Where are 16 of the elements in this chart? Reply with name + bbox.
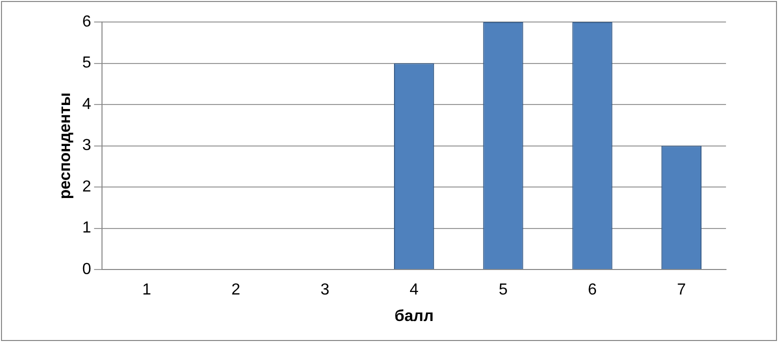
y-axis-title: респонденты xyxy=(57,92,74,200)
x-tick-label: 2 xyxy=(231,282,240,299)
x-tick-label: 1 xyxy=(142,282,152,299)
x-tick-label: 4 xyxy=(410,282,419,299)
y-tick-label: 5 xyxy=(82,54,92,72)
x-tick-label: 6 xyxy=(588,282,597,299)
x-tick-label: 3 xyxy=(320,282,330,299)
x-axis-title: балл xyxy=(394,308,434,325)
x-tick-label: 5 xyxy=(498,282,508,299)
y-tick-label: 3 xyxy=(82,137,92,154)
x-tick-label: 7 xyxy=(676,282,686,299)
y-tick-label: 2 xyxy=(82,178,92,196)
y-tick-label: 0 xyxy=(82,261,92,278)
y-tick-label: 1 xyxy=(82,220,92,237)
y-tick-label: 6 xyxy=(82,13,92,30)
y-tick-label: 4 xyxy=(82,96,92,113)
